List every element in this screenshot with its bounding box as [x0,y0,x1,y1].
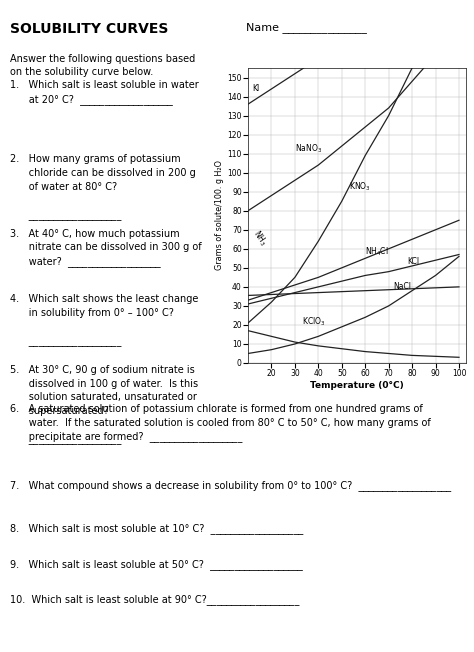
Text: KCl: KCl [407,257,419,266]
X-axis label: Temperature (0°C): Temperature (0°C) [310,381,404,390]
Text: 10.  Which salt is least soluble at 90° C?___________________: 10. Which salt is least soluble at 90° C… [10,595,300,605]
Text: SOLUBILITY CURVES: SOLUBILITY CURVES [10,22,168,36]
Text: 9.   Which salt is least soluble at 50° C?  ___________________: 9. Which salt is least soluble at 50° C?… [10,559,303,570]
Text: NaCl: NaCl [393,282,411,291]
Text: 5.   At 30° C, 90 g of sodium nitrate is
      dissolved in 100 g of water.  Is : 5. At 30° C, 90 g of sodium nitrate is d… [10,365,198,444]
Text: NH$_4$Cl: NH$_4$Cl [365,246,389,258]
Text: Name _______________: Name _______________ [246,22,367,33]
Text: 3.   At 40° C, how much potassium
      nitrate can be dissolved in 300 g of
   : 3. At 40° C, how much potassium nitrate … [10,229,201,267]
Text: 8.   Which salt is most soluble at 10° C?  ___________________: 8. Which salt is most soluble at 10° C? … [10,523,303,534]
Text: KClO$_3$: KClO$_3$ [302,316,326,329]
Text: 6.   A saturated solution of potassium chlorate is formed from one hundred grams: 6. A saturated solution of potassium chl… [10,404,431,442]
Text: KI: KI [253,84,260,93]
Text: NaNO$_3$: NaNO$_3$ [295,143,322,155]
Y-axis label: Grams of solute/100. g H₂O: Grams of solute/100. g H₂O [216,160,225,271]
Text: 7.   What compound shows a decrease in solubility from 0° to 100° C?  __________: 7. What compound shows a decrease in sol… [10,480,451,491]
Text: 1.   Which salt is least soluble in water
      at 20° C?  ___________________: 1. Which salt is least soluble in water … [10,80,199,104]
Text: KNO$_3$: KNO$_3$ [349,181,371,193]
Text: 2.   How many grams of potassium
      chloride can be dissolved in 200 g
      : 2. How many grams of potassium chloride … [10,155,196,220]
Text: NH$_3$: NH$_3$ [250,228,270,248]
Text: Answer the following questions based
on the solubility curve below.: Answer the following questions based on … [10,54,195,77]
Text: 4.   Which salt shows the least change
      in solubility from 0° – 100° C?

  : 4. Which salt shows the least change in … [10,294,199,346]
